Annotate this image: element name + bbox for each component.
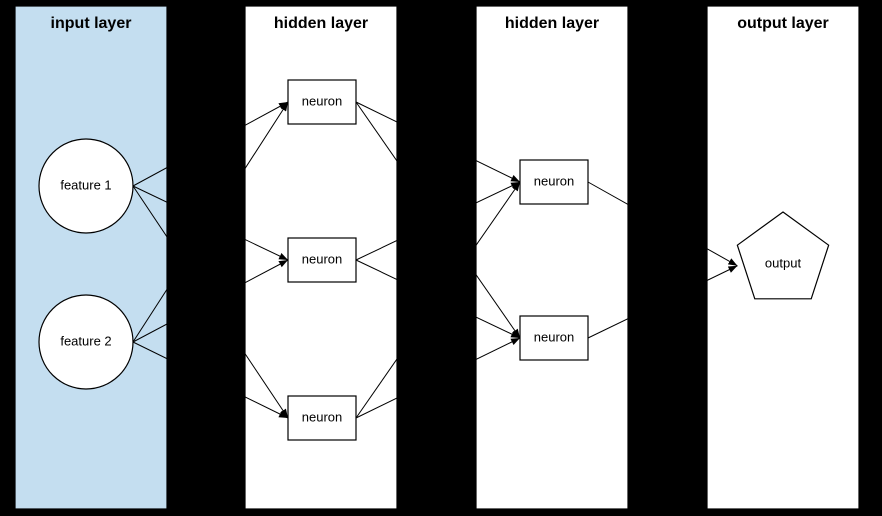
node-f2: feature 2 bbox=[39, 295, 133, 389]
node-h2b: neuron bbox=[520, 316, 588, 360]
layer-title-input: input layer bbox=[51, 15, 132, 32]
node-label-h1b: neuron bbox=[302, 251, 342, 266]
node-label-out: output bbox=[765, 255, 802, 270]
node-label-h2b: neuron bbox=[534, 329, 574, 344]
node-label-f2: feature 2 bbox=[60, 333, 111, 348]
node-h2a: neuron bbox=[520, 160, 588, 204]
node-f1: feature 1 bbox=[39, 139, 133, 233]
layer-title-output: output layer bbox=[737, 15, 829, 32]
layer-panel-input bbox=[15, 6, 167, 509]
layer-title-hidden2: hidden layer bbox=[505, 15, 599, 32]
node-h1a: neuron bbox=[288, 80, 356, 124]
layer-panel-hidden2 bbox=[476, 6, 628, 509]
node-label-h2a: neuron bbox=[534, 173, 574, 188]
node-label-h1a: neuron bbox=[302, 93, 342, 108]
layer-title-hidden1: hidden layer bbox=[274, 15, 368, 32]
diagram-root: input layer hidden layer hidden layer outpu… bbox=[0, 0, 882, 516]
node-h1b: neuron bbox=[288, 238, 356, 282]
node-label-h1c: neuron bbox=[302, 409, 342, 424]
node-label-f1: feature 1 bbox=[60, 177, 111, 192]
node-h1c: neuron bbox=[288, 396, 356, 440]
